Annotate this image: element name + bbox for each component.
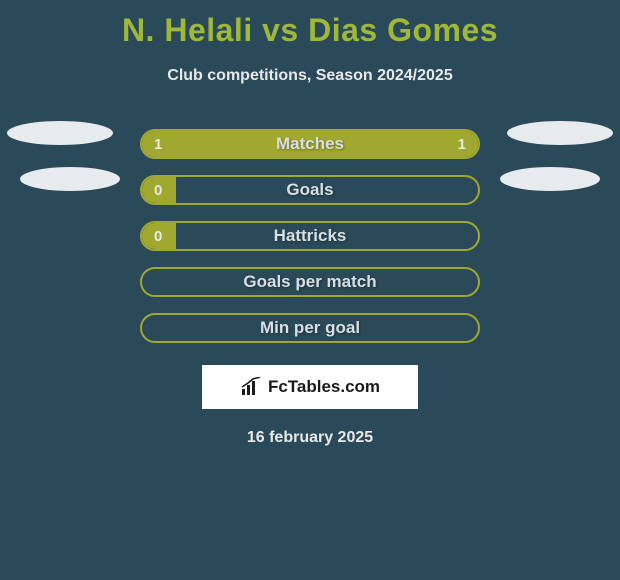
stat-row: 0 Hattricks	[0, 213, 620, 259]
stat-right-value: 1	[458, 136, 466, 153]
stat-row: Min per goal	[0, 305, 620, 351]
stat-row: Goals per match	[0, 259, 620, 305]
stat-bar-goals: 0 Goals	[140, 175, 480, 205]
stat-bar-matches: 1 Matches 1	[140, 129, 480, 159]
stat-row: 1 Matches 1	[0, 121, 620, 167]
page-title: N. Helali vs Dias Gomes	[122, 12, 498, 49]
stat-bar-goals-per-match: Goals per match	[140, 267, 480, 297]
stats-area: 1 Matches 1 0 Goals 0 Hattricks	[0, 121, 620, 351]
stat-label: Goals	[142, 180, 478, 200]
stat-label: Min per goal	[142, 318, 478, 338]
date-text: 16 february 2025	[247, 429, 373, 447]
stat-label: Goals per match	[142, 272, 478, 292]
comparison-card: N. Helali vs Dias Gomes Club competition…	[0, 0, 620, 447]
brand-box[interactable]: FcTables.com	[202, 365, 418, 409]
stat-bar-hattricks: 0 Hattricks	[140, 221, 480, 251]
stat-label: Matches	[142, 134, 478, 154]
stat-row: 0 Goals	[0, 167, 620, 213]
brand-label: FcTables.com	[268, 377, 380, 397]
chart-icon	[240, 377, 262, 397]
stat-bar-min-per-goal: Min per goal	[140, 313, 480, 343]
stat-label: Hattricks	[142, 226, 478, 246]
page-subtitle: Club competitions, Season 2024/2025	[167, 67, 452, 85]
